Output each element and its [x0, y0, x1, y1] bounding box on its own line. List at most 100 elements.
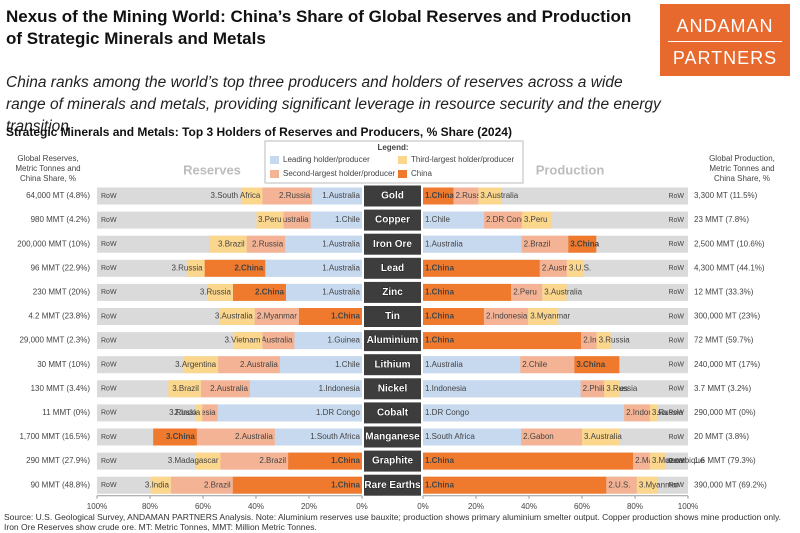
x-tick-label: 60%: [574, 502, 590, 511]
production-segment: [423, 259, 540, 277]
mineral-label: Zinc: [382, 287, 403, 298]
production-segment: [423, 235, 522, 253]
reserves-total: 29,000 MMT (2.3%): [19, 336, 90, 345]
segment-label: 1.China: [425, 263, 454, 272]
production-total: 2,500 MMT (10.6%): [694, 239, 765, 248]
reserve-segment: [283, 211, 311, 229]
reserves-total: 230 MMT (20%): [33, 288, 91, 297]
segment-label: 3.Australia: [480, 191, 518, 200]
segment-label: 1.China: [331, 456, 360, 465]
row-label: RoW: [668, 410, 684, 417]
logo: ANDAMAN PARTNERS: [660, 4, 790, 76]
production-segment: [604, 380, 620, 398]
production-segment: [521, 211, 552, 229]
mineral-label: Tin: [385, 311, 400, 322]
reserves-heading: Reserves: [183, 162, 241, 177]
production-segment: [423, 211, 484, 229]
segment-label: 1.South Africa: [310, 432, 360, 441]
production-segment: [423, 187, 454, 205]
segment-label: 3.Myanmar: [530, 312, 570, 321]
reserve-segment: [265, 259, 362, 277]
segment-label: 3.India: [145, 480, 170, 489]
segment-label: 1.Indonesia: [425, 384, 467, 393]
production-total: 23 MMT (7.8%): [694, 215, 749, 224]
mineral-image: [364, 402, 421, 424]
production-total: 3,300 MT (11.5%): [694, 191, 758, 200]
row-label: RoW: [668, 386, 684, 393]
reserve-segment: [219, 308, 255, 325]
reserve-segment: [202, 404, 218, 422]
reserve-segment: [246, 235, 286, 253]
segment-label: 2.Russia: [279, 191, 311, 200]
segment-label: 3.Australia: [584, 432, 622, 441]
row-label: RoW: [101, 386, 117, 393]
production-segment: [574, 356, 620, 374]
production-segment: [596, 332, 611, 350]
reserve-segment: [196, 404, 203, 422]
production-segment: [423, 428, 522, 446]
reserves-total: 1,700 MMT (16.5%): [19, 432, 90, 441]
production-segment: [581, 332, 597, 350]
production-segment: [483, 211, 522, 229]
segment-label: 3.Russia: [171, 263, 203, 272]
reserves-total: 200,000 MMT (10%): [17, 239, 90, 248]
mineral-image: [364, 257, 421, 279]
production-total: 300,000 MT (23%): [694, 312, 760, 321]
mineral-image: [364, 378, 421, 400]
reserve-segment: [312, 187, 362, 205]
logo-text: PARTNERS: [672, 48, 778, 68]
reserve-segment: [170, 476, 233, 494]
reserve-segment: [218, 356, 280, 374]
production-segment: [478, 187, 502, 205]
production-segment: [483, 308, 529, 325]
production-segment: [624, 404, 650, 422]
production-total: 12 MMT (33.3%): [694, 288, 754, 297]
reserve-segment: [254, 308, 299, 325]
segment-label: 2.Russia: [252, 239, 284, 248]
reserve-segment: [234, 332, 263, 350]
reserves-total: 30 MMT (10%): [37, 360, 90, 369]
x-tick-label: 0%: [417, 502, 429, 511]
mineral-image: [364, 233, 421, 255]
segment-label: 1.Australia: [322, 239, 360, 248]
segment-label: 1.South Africa: [425, 432, 475, 441]
row-label: RoW: [668, 241, 684, 248]
production-total: 4,300 MMT (44.1%): [694, 263, 765, 272]
reserve-segment: [232, 476, 362, 494]
segment-label: 1.Chile: [335, 215, 360, 224]
segment-label: 1.China: [425, 288, 454, 297]
reserve-segment: [294, 332, 362, 350]
legend-swatch: [398, 156, 407, 164]
row-label: RoW: [101, 265, 117, 272]
segment-label: 3.Australia: [215, 312, 253, 321]
segment-label: 3.Madagascar: [168, 456, 219, 465]
segment-label: 2.Russia: [455, 191, 487, 200]
segment-label: 1.China: [425, 336, 454, 345]
reserve-segment: [262, 332, 295, 350]
row-label: RoW: [101, 434, 117, 441]
reserve-segment: [249, 380, 362, 398]
legend-swatch: [270, 170, 279, 178]
row-label: RoW: [668, 313, 684, 320]
mineral-image: [364, 330, 421, 352]
x-tick-label: 0%: [356, 502, 368, 511]
mineral-label: Copper: [375, 215, 410, 226]
row-label: RoW: [101, 217, 117, 224]
production-segment: [453, 187, 479, 205]
segment-label: 1.China: [425, 480, 454, 489]
segment-label: 2.Chile: [522, 360, 547, 369]
reserve-segment: [195, 452, 221, 470]
production-total: 72 MMT (59.7%): [694, 336, 754, 345]
x-tick-label: 100%: [678, 502, 698, 511]
segment-label: 3.Russia: [652, 408, 684, 417]
x-tick-label: 40%: [248, 502, 264, 511]
mineral-label: Iron Ore: [373, 239, 412, 250]
segment-label: 2.U.S.: [608, 480, 630, 489]
x-tick-label: 100%: [87, 502, 107, 511]
production-segment: [423, 452, 634, 470]
segment-label: 2.Australia: [271, 215, 309, 224]
segment-label: 1.DR Congo: [425, 408, 470, 417]
production-total: 290,000 MT (0%): [694, 408, 756, 417]
segment-label: 3.Myanmar: [639, 480, 679, 489]
